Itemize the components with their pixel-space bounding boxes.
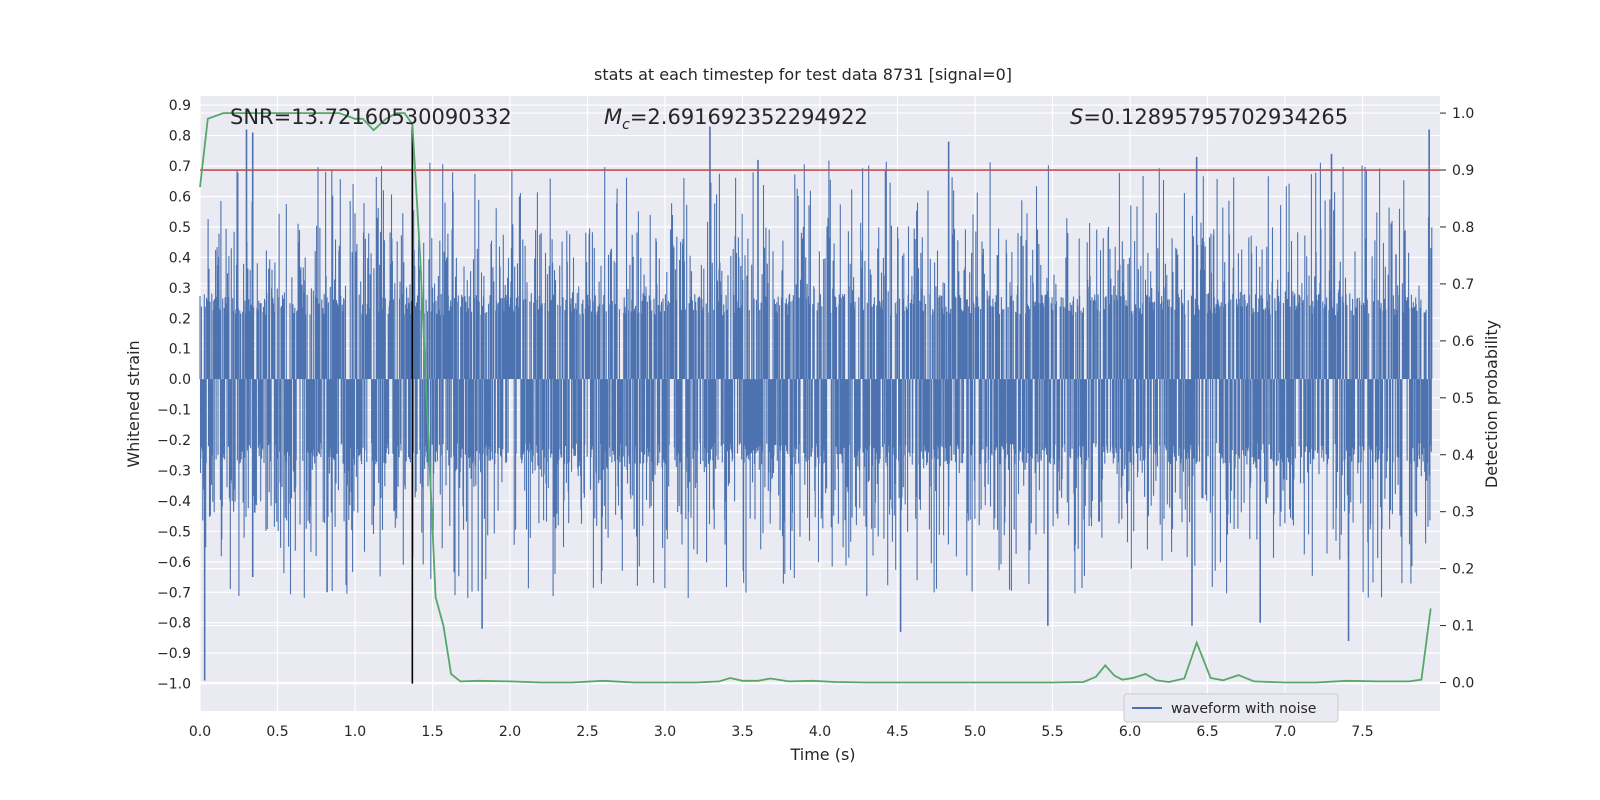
spin-symbol: S (1070, 105, 1083, 129)
x-axis-ticks: 0.0 0.5 1.0 1.5 2.0 2.5 3.0 3.5 4.0 4.5 5.0 5.5 6.0 6… (189, 724, 1374, 740)
x-tick-label: 4.5 (886, 724, 908, 740)
y2-axis-label: Detection probability (1482, 320, 1501, 488)
y-tick-label: 0.5 (169, 220, 191, 236)
x-tick-label: 7.0 (1274, 724, 1296, 740)
chart-title: stats at each timestep for test data 873… (594, 65, 1012, 84)
y2-tick-label: 1.0 (1452, 106, 1474, 122)
y-axis-ticks: 0.9 0.8 0.7 0.6 0.5 0.4 0.3 0.2 0.1 0.0 −0.1 −0.2 −0… (157, 98, 191, 692)
chirp-mass-symbol: M (604, 105, 622, 129)
chirp-mass-annotation: Mc=2.691692352294922 (604, 105, 868, 133)
y-axis-label: Whitened strain (124, 340, 143, 467)
y-tick-label: −0.8 (157, 616, 191, 632)
x-tick-label: 2.5 (576, 724, 598, 740)
x-tick-label: 5.5 (1041, 724, 1063, 740)
x-tick-label: 0.0 (189, 724, 211, 740)
y-tick-label: 0.6 (169, 189, 191, 205)
y-tick-label: 0.1 (169, 342, 191, 358)
y-tick-label: 0.9 (169, 98, 191, 114)
y2-tick-label: 0.4 (1452, 448, 1474, 464)
y2-tick-label: 0.5 (1452, 391, 1474, 407)
y2-tick-label: 0.3 (1452, 505, 1474, 521)
legend-label: waveform with noise (1171, 701, 1316, 717)
y-tick-label: 0.2 (169, 311, 191, 327)
y-tick-label: −0.6 (157, 555, 191, 571)
y-tick-label: 0.7 (169, 159, 191, 175)
y2-tick-label: 0.1 (1452, 619, 1474, 635)
x-tick-label: 3.5 (731, 724, 753, 740)
x-tick-label: 1.0 (344, 724, 366, 740)
y-tick-label: −0.5 (157, 524, 191, 540)
y2-tick-label: 0.9 (1452, 163, 1474, 179)
y-tick-label: −0.2 (157, 433, 191, 449)
y2-tick-label: 0.0 (1452, 676, 1474, 692)
y2-tick-label: 0.8 (1452, 220, 1474, 236)
y2-tick-label: 0.7 (1452, 277, 1474, 293)
x-axis-label: Time (s) (789, 745, 855, 764)
y-tick-label: −0.7 (157, 585, 191, 601)
x-tick-label: 5.0 (964, 724, 986, 740)
x-tick-label: 4.0 (809, 724, 831, 740)
y-tick-label: 0.3 (169, 281, 191, 297)
spin-value: =0.12895795702934265 (1083, 105, 1348, 129)
chirp-mass-value: =2.691692352294922 (630, 105, 868, 129)
y-tick-label: −0.4 (157, 494, 191, 510)
waveform-trace (199, 160, 1433, 598)
chirp-mass-subscript: c (622, 117, 630, 133)
detection-probability-line (199, 112, 1432, 684)
legend-box (1123, 693, 1339, 723)
y2-tick-label: 0.6 (1452, 334, 1474, 350)
y2-axis-ticks: 1.0 0.9 0.8 0.7 0.6 0.5 0.4 0.3 0.2 0.1 0.0 (1440, 106, 1474, 692)
y2-tick-label: 0.2 (1452, 562, 1474, 578)
x-tick-label: 2.0 (499, 724, 521, 740)
snr-annotation: SNR=13.72160530090332 (230, 105, 512, 129)
x-tick-label: 7.5 (1351, 724, 1373, 740)
y-tick-label: −1.0 (157, 677, 191, 693)
y-tick-label: 0.4 (169, 250, 191, 266)
x-tick-label: 6.5 (1196, 724, 1218, 740)
x-tick-label: 6.0 (1119, 724, 1141, 740)
y-tick-label: 0.0 (169, 372, 191, 388)
waveform-series (199, 126, 1433, 681)
x-tick-label: 1.5 (421, 724, 443, 740)
spin-annotation: S=0.12895795702934265 (1070, 105, 1348, 129)
y-tick-label: 0.8 (169, 129, 191, 145)
y-tick-label: −0.9 (157, 646, 191, 662)
x-tick-label: 3.0 (654, 724, 676, 740)
legend: waveform with noise (1123, 693, 1339, 723)
y-tick-label: −0.3 (157, 463, 191, 479)
x-tick-label: 0.5 (266, 724, 288, 740)
y-tick-label: −0.1 (157, 403, 191, 419)
